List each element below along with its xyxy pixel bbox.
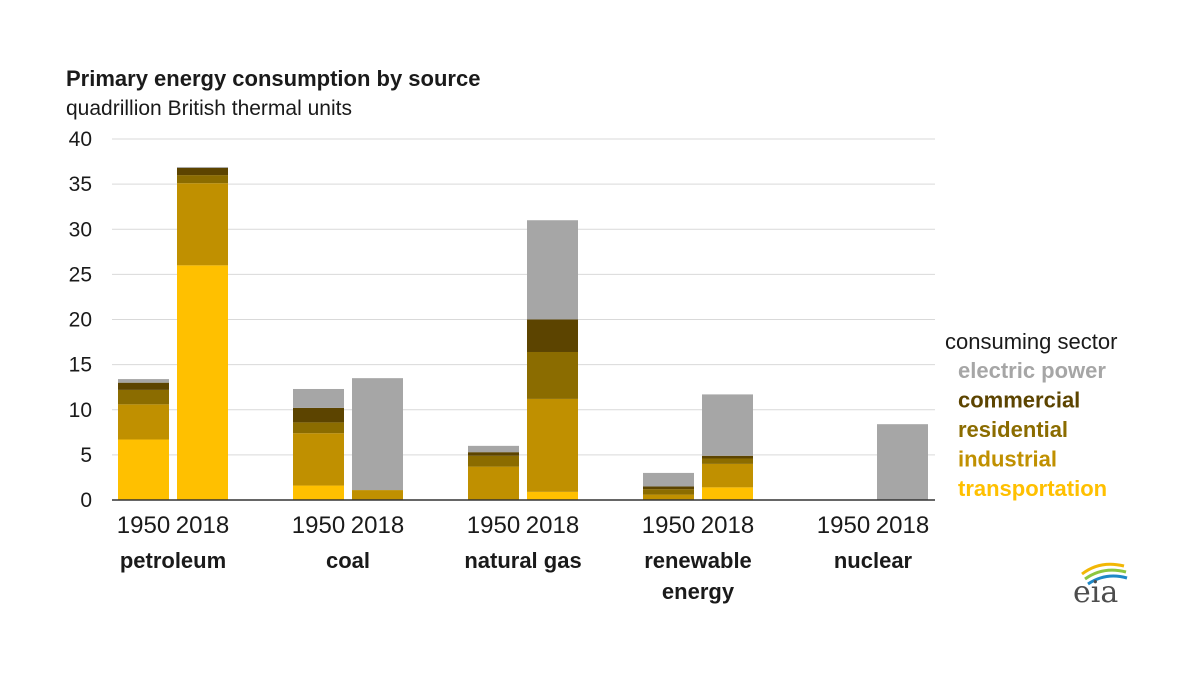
y-tick-label: 0 (80, 489, 92, 512)
legend-item: industrial (958, 447, 1057, 472)
bar-segment (118, 382, 169, 390)
year-label: 2018 (526, 512, 579, 539)
bar-segment (877, 424, 928, 500)
bar-segment (177, 265, 228, 500)
year-label: 1950 (642, 512, 695, 539)
year-label: 1950 (817, 512, 870, 539)
bar-segment (177, 166, 228, 168)
chart-title: Primary energy consumption by source (66, 66, 480, 91)
bar-segment (643, 472, 694, 487)
y-tick-label: 30 (69, 218, 92, 241)
year-label: 2018 (176, 512, 229, 539)
group-label: coal (326, 548, 370, 573)
bar-segment (643, 494, 694, 500)
bar-segment (177, 183, 228, 266)
legend: consuming sector electric power commercia… (945, 329, 1117, 501)
legend-title: consuming sector (945, 329, 1117, 354)
bar-segment (468, 445, 519, 453)
y-tick-label: 5 (80, 444, 92, 467)
year-label: 1950 (467, 512, 520, 539)
y-axis-ticks: 0 5 10 15 20 25 30 35 40 (69, 128, 92, 512)
logo-swoosh-yellow (1081, 562, 1125, 576)
bar-segment (468, 466, 519, 500)
y-tick-label: 25 (69, 263, 92, 286)
eia-logo: eia (1073, 562, 1128, 610)
bar-segment (702, 458, 753, 464)
bar-segment (468, 452, 519, 456)
group-label: energy (662, 579, 735, 604)
bar-segment (527, 351, 578, 399)
gridlines (112, 138, 935, 456)
year-label: 2018 (701, 512, 754, 539)
chart-subtitle: quadrillion British thermal units (66, 97, 352, 120)
bar-segment (527, 398, 578, 492)
group-label: renewable (644, 548, 752, 573)
y-tick-label: 10 (69, 399, 92, 422)
bar-segment (118, 379, 169, 383)
year-label: 1950 (292, 512, 345, 539)
bar-segment (643, 489, 694, 495)
bar-segment (702, 463, 753, 488)
year-label: 2018 (351, 512, 404, 539)
y-tick-label: 15 (69, 354, 92, 377)
bars (118, 166, 928, 500)
bar-segment (527, 491, 578, 500)
legend-item: residential (958, 417, 1068, 442)
group-label: nuclear (834, 548, 913, 573)
legend-item: electric power (958, 358, 1106, 383)
bar-segment (643, 486, 694, 490)
bar-segment (527, 220, 578, 320)
bar-segment (293, 388, 344, 408)
group-label: petroleum (120, 548, 226, 573)
bar-segment (118, 404, 169, 440)
logo-swoosh-blue (1087, 574, 1128, 586)
y-tick-label: 35 (69, 173, 92, 196)
bar-segment (468, 455, 519, 467)
year-label: 1950 (117, 512, 170, 539)
bar-segment (118, 439, 169, 500)
bar-segment (177, 167, 228, 176)
y-tick-label: 40 (69, 128, 92, 151)
bar-segment (293, 433, 344, 486)
logo-swoosh-green (1084, 568, 1127, 581)
bar-segment (118, 389, 169, 405)
bar-segment (352, 378, 403, 491)
bar-segment (293, 422, 344, 434)
bar-segment (293, 485, 344, 500)
bar-segment (352, 490, 403, 500)
y-tick-label: 20 (69, 309, 92, 332)
bar-segment (527, 319, 578, 352)
bar-segment (702, 394, 753, 456)
bar-segment (702, 455, 753, 459)
bar-segment (702, 487, 753, 500)
legend-item: transportation (958, 476, 1107, 501)
bar-segment (293, 407, 344, 423)
logo-text: eia (1073, 575, 1118, 610)
group-label: natural gas (464, 548, 581, 573)
year-label: 2018 (876, 512, 929, 539)
bar-segment (177, 175, 228, 184)
legend-item: commercial (958, 388, 1080, 413)
